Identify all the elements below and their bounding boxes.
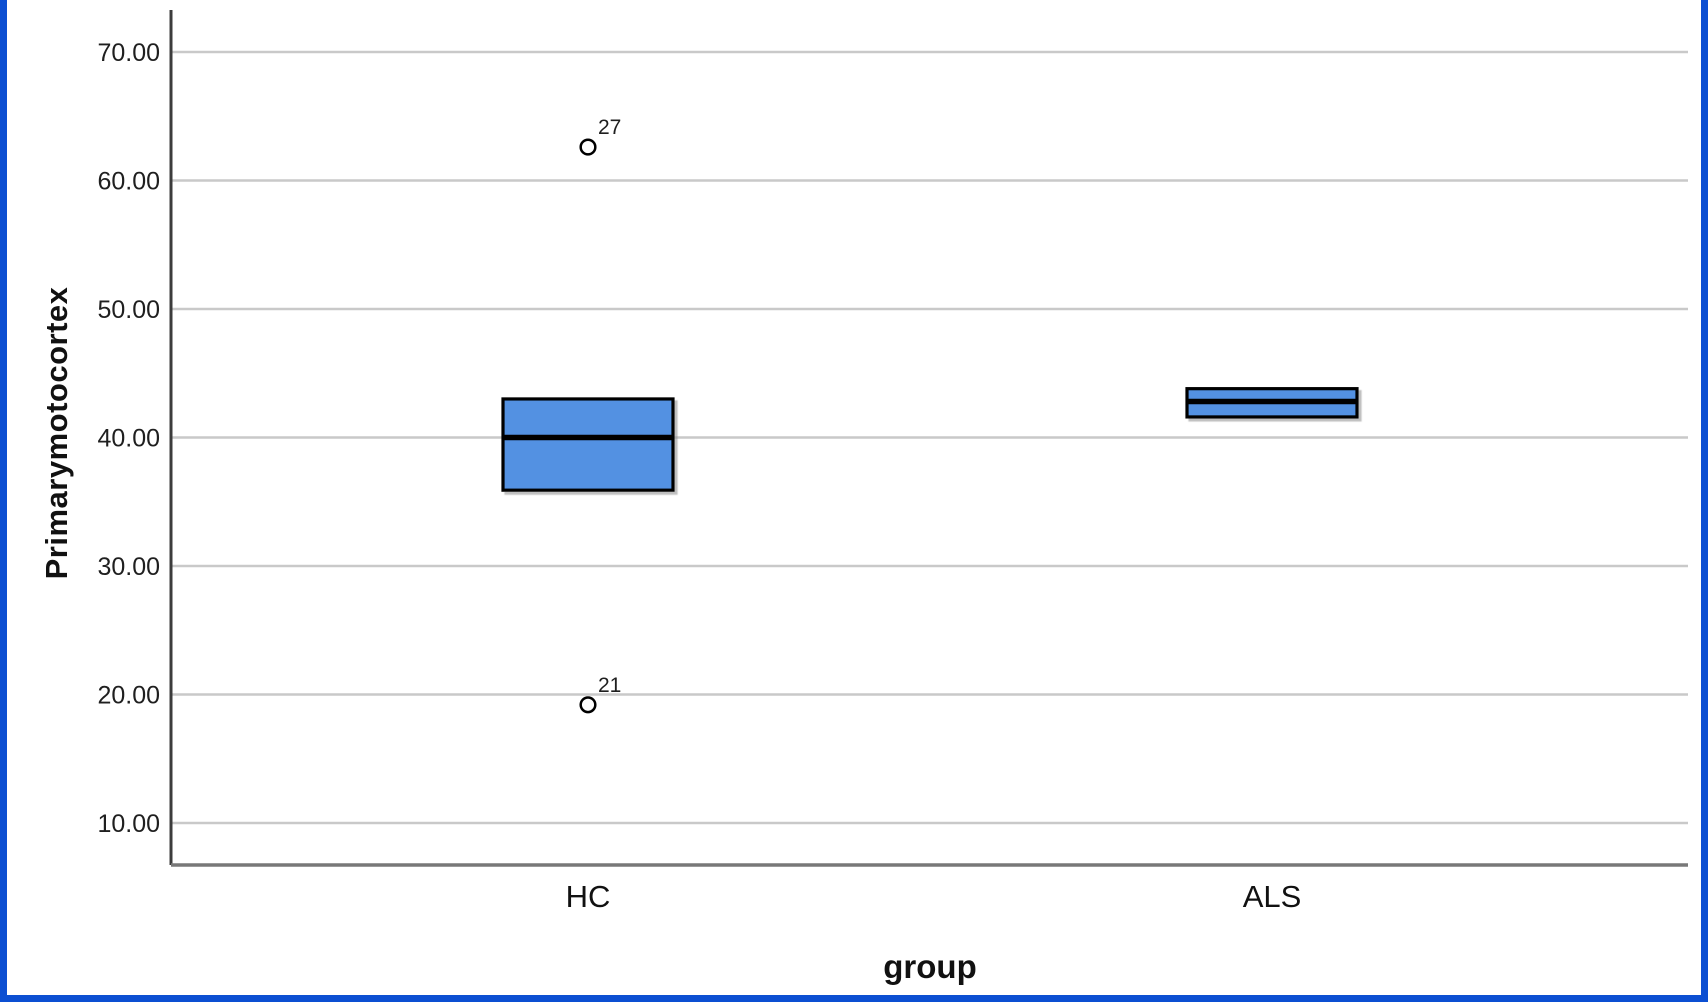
x-category-label: ALS: [1243, 879, 1302, 914]
y-tick-label: 40.00: [97, 425, 160, 453]
axis-layer: [169, 10, 1688, 867]
outlier-point: [579, 138, 597, 156]
x-category-label: HC: [566, 879, 611, 914]
grid-layer: [171, 50, 1688, 825]
outlier-label: 21: [598, 674, 621, 697]
y-tick-label: 60.00: [97, 168, 160, 196]
box-layer: 27 21: [501, 116, 1359, 714]
outlier-point: [579, 696, 597, 714]
boxplot-hc: 27 21: [501, 116, 675, 714]
y-tick-label: 20.00: [97, 682, 160, 710]
boxplot-als: [1185, 375, 1359, 432]
y-tick-label: 10.00: [97, 810, 160, 838]
y-axis-title: Primarymotocortex: [39, 286, 74, 580]
y-tick-label: 50.00: [97, 296, 160, 324]
x-axis-title: group: [883, 948, 977, 985]
iqr-box: [501, 397, 675, 492]
y-tick-label: 30.00: [97, 553, 160, 581]
outlier-label: 27: [598, 116, 621, 139]
text-layer: 10.00 20.00 30.00 40.00 50.00 60.00 70.00 HC ALS: [97, 39, 1301, 914]
y-tick-label: 70.00: [97, 39, 160, 67]
